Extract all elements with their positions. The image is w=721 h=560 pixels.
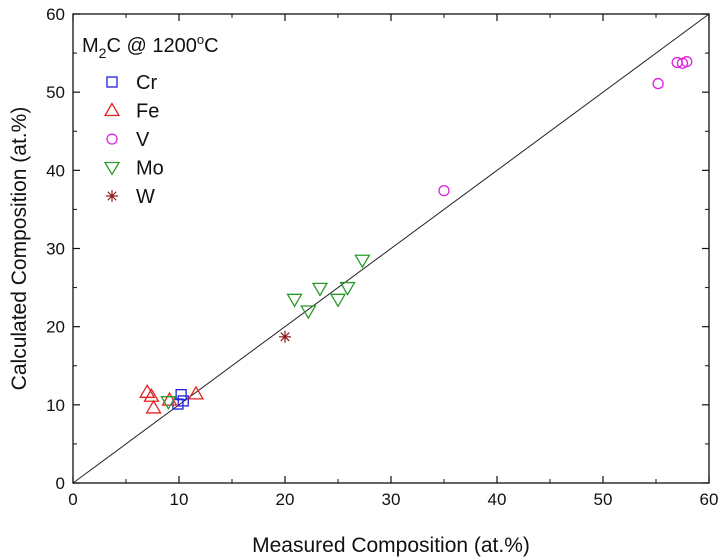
legend-marker-w <box>106 190 118 202</box>
data-points-layer <box>139 56 693 414</box>
x-tick-label: 20 <box>276 490 295 509</box>
data-point-fe <box>145 399 162 414</box>
parity-line <box>72 13 710 484</box>
y-axis-title: Calculated Composition (at.%) <box>8 107 31 391</box>
x-tick-label: 60 <box>700 490 719 509</box>
legend-label-mo: Mo <box>136 158 164 180</box>
y-tick-label: 30 <box>46 240 65 259</box>
asterisk-stroke <box>107 191 117 201</box>
x-tick-label: 40 <box>488 490 507 509</box>
legend-label-cr: Cr <box>136 72 157 94</box>
legend-marker-v <box>106 133 118 145</box>
data-point-fe <box>161 391 178 406</box>
reference-line-layer <box>72 13 710 484</box>
legend-title: M2C @ 1200oC <box>82 32 219 61</box>
ticks-layer: 0 10 20 30 40 50 60 0 10 20 30 40 50 60 <box>46 5 718 509</box>
y-tick-label: 60 <box>46 5 65 24</box>
data-point-mo <box>354 254 371 269</box>
y-tick-label: 10 <box>46 396 65 415</box>
y-tick-label: 20 <box>46 318 65 337</box>
data-point-v <box>438 185 450 197</box>
legend-marker-fe <box>103 102 121 117</box>
data-point-fe <box>187 385 205 400</box>
data-point-cr <box>175 389 187 401</box>
x-tick-label: 0 <box>68 490 77 509</box>
legend-label-v: V <box>136 129 150 151</box>
data-point-mo <box>300 305 317 320</box>
x-tick-label: 50 <box>594 490 613 509</box>
legend-marker-cr <box>106 76 118 88</box>
legend-label-w: W <box>136 186 155 208</box>
legend-marker-mo <box>103 161 121 176</box>
x-tick-label: 30 <box>382 490 401 509</box>
data-point-mo <box>286 293 303 308</box>
y-tick-label: 50 <box>46 83 65 102</box>
data-point-v <box>652 77 664 90</box>
data-point-v <box>681 56 693 68</box>
legend: M2C @ 1200oC Cr Fe V Mo W <box>82 32 219 208</box>
legend-label-fe: Fe <box>136 101 159 123</box>
data-point-cr <box>177 395 189 407</box>
asterisk-stroke <box>280 332 290 342</box>
x-tick-label: 10 <box>170 490 189 509</box>
data-point-fe <box>143 387 160 402</box>
y-tick-label: 40 <box>46 161 65 180</box>
data-point-mo <box>339 281 356 296</box>
x-axis-title: Measured Composition (at.%) <box>252 534 530 557</box>
data-point-mo <box>329 293 347 308</box>
y-tick-label: 0 <box>56 474 65 493</box>
data-point-mo <box>160 396 177 410</box>
legend-items: Cr Fe V Mo W <box>103 72 164 208</box>
data-point-w <box>279 330 291 343</box>
data-point-mo <box>311 282 329 297</box>
